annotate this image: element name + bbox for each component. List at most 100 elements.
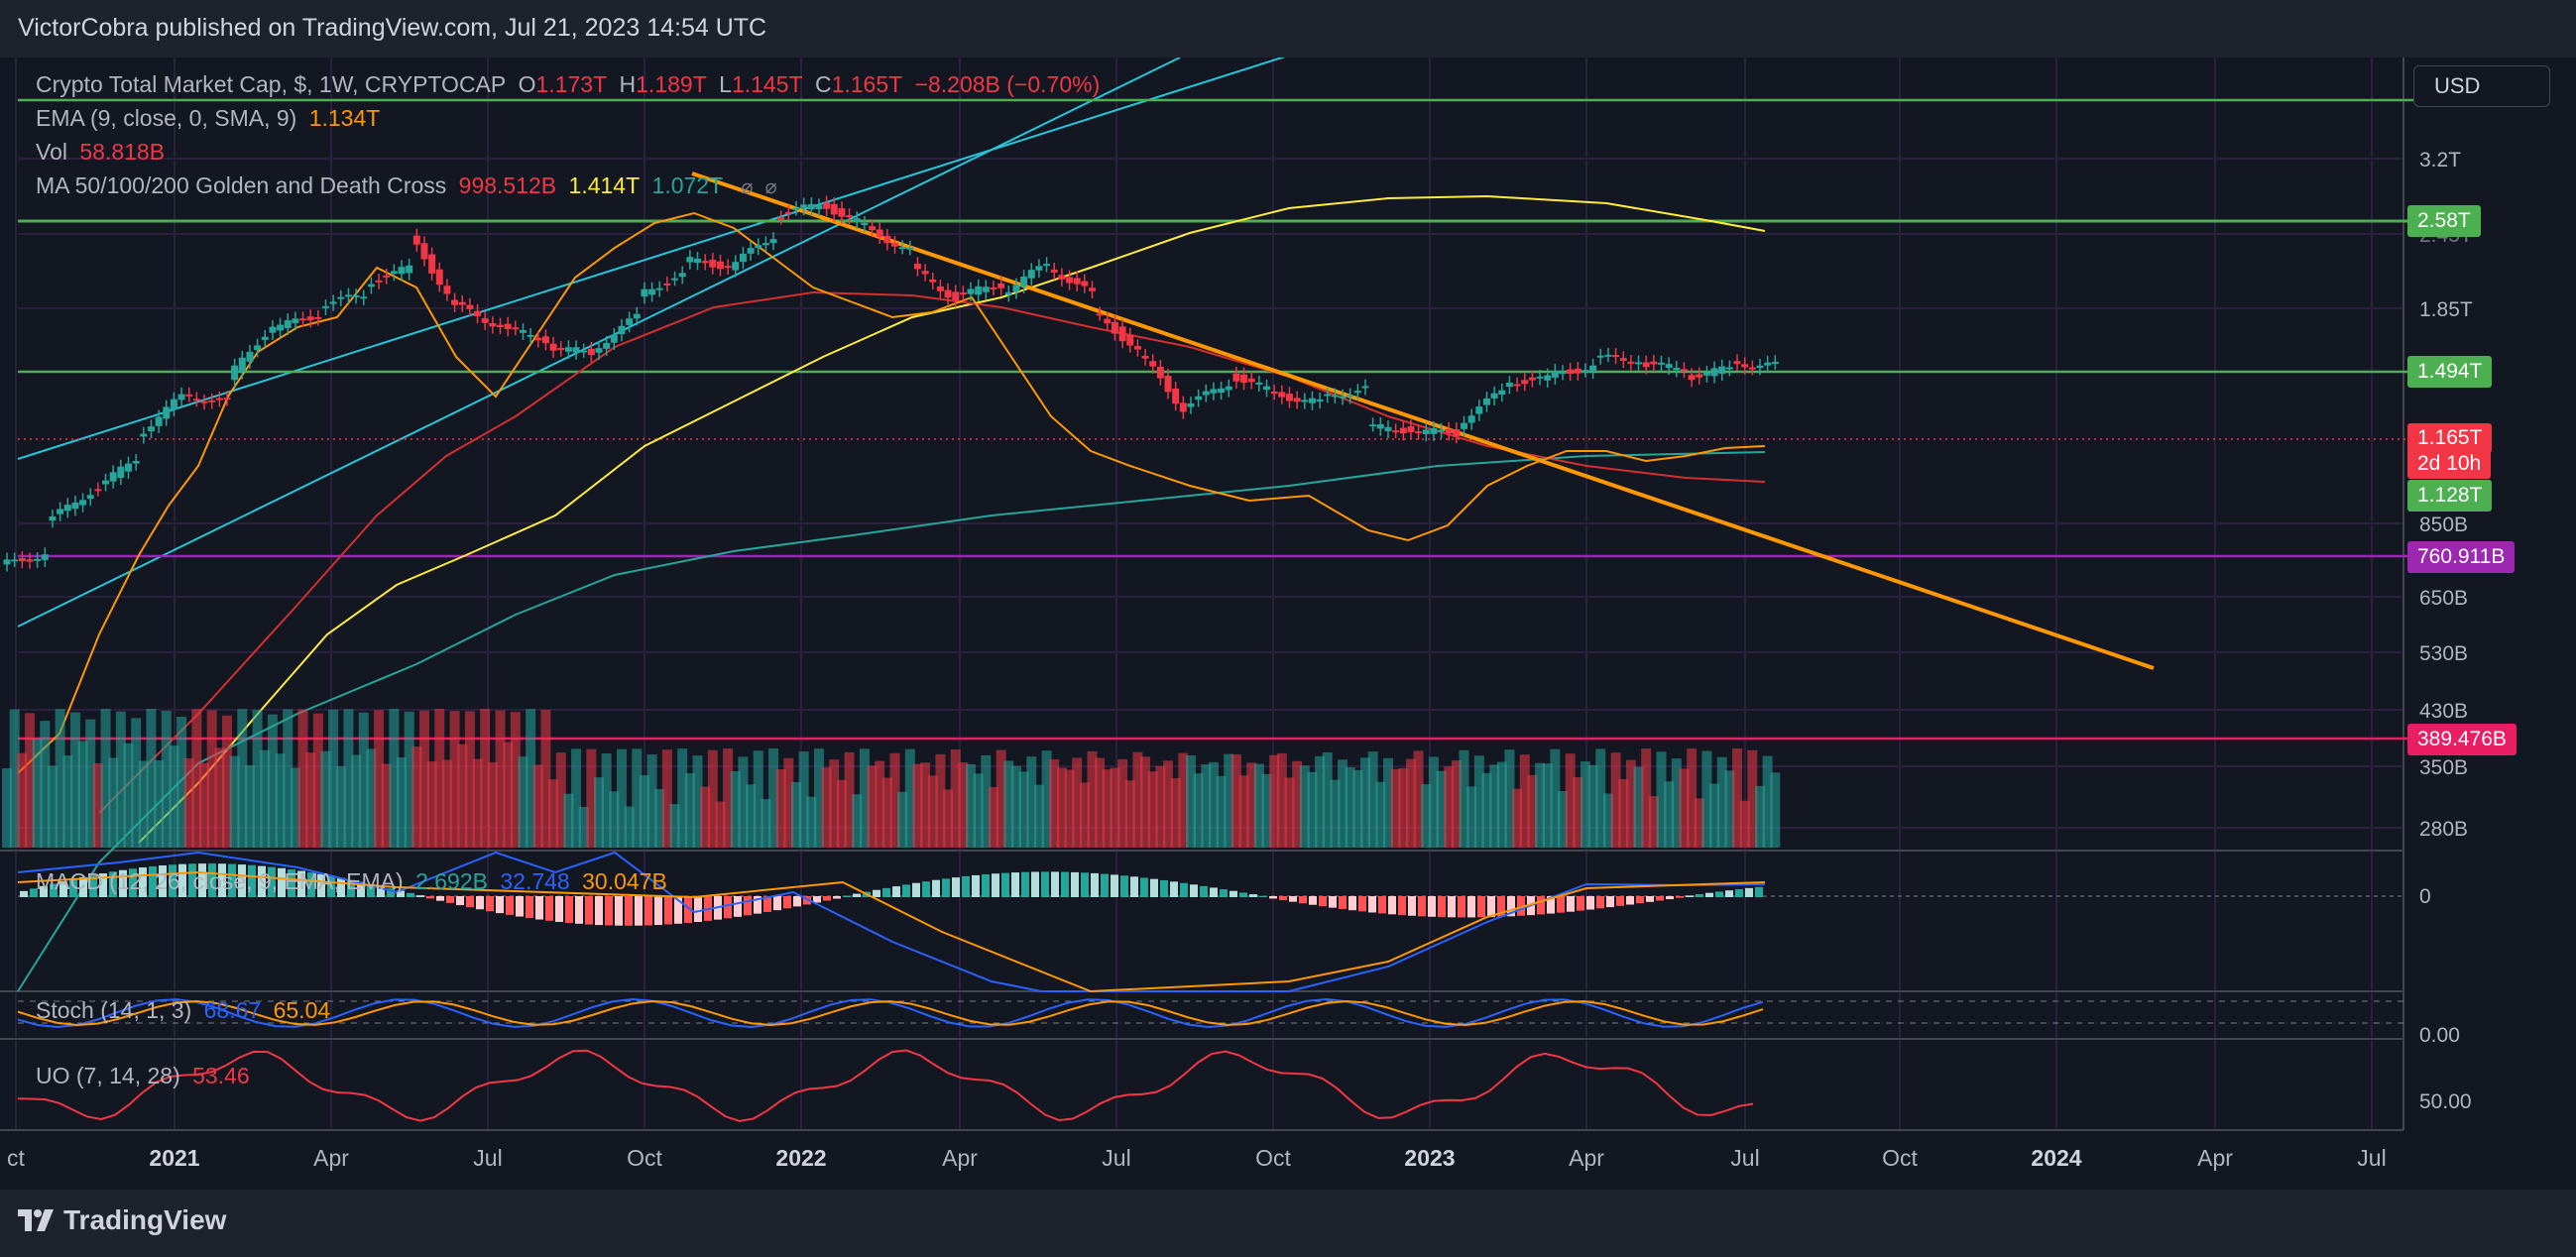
volume-bar — [1072, 757, 1083, 848]
candle — [170, 399, 177, 409]
macd-legend[interactable]: MACD (12, 26, close, 9, EMA, EMA) 2.692B… — [36, 868, 673, 895]
candle — [1589, 365, 1597, 373]
macd-histogram-bar — [1686, 895, 1694, 897]
candle — [1748, 367, 1756, 370]
candle — [177, 394, 185, 400]
open-value: 1.173T — [535, 71, 608, 97]
level-badge-2580: 2.58T — [2407, 205, 2481, 237]
candle — [215, 398, 223, 400]
volume-bar — [943, 789, 954, 848]
candle — [1482, 398, 1490, 405]
candle — [1475, 406, 1483, 414]
candle — [435, 269, 443, 286]
candle — [527, 334, 534, 337]
candle — [3, 559, 11, 565]
candle — [1551, 370, 1559, 378]
symbol-title: Crypto Total Market Cap, $, 1W, CRYPTOCA… — [36, 71, 507, 97]
ema-legend[interactable]: EMA (9, close, 0, SMA, 9) 1.134T — [36, 105, 386, 132]
volume-bar — [1284, 777, 1295, 848]
volume-bar — [1405, 758, 1416, 848]
volume-bar — [183, 758, 194, 848]
volume-bar — [115, 711, 126, 848]
footer-bar — [0, 1190, 2576, 1257]
hide-icon-2[interactable]: ⌀ — [764, 176, 777, 198]
candle — [1285, 394, 1293, 401]
currency-button[interactable]: USD — [2413, 65, 2550, 107]
candle — [800, 204, 808, 209]
volume-bar — [1018, 771, 1029, 848]
low-label: L — [719, 71, 732, 97]
candle — [1741, 364, 1749, 368]
macd-histogram-bar — [198, 863, 206, 897]
volume-bar — [639, 775, 649, 848]
macd-line — [17, 851, 1766, 992]
volume-bar — [9, 709, 20, 848]
macd-histogram-bar — [1269, 896, 1277, 899]
candle — [192, 399, 200, 401]
volume-bar — [981, 754, 992, 848]
stoch-legend[interactable]: Stoch (14, 1, 3) 68.67 65.04 — [36, 997, 336, 1024]
candle — [1202, 391, 1210, 396]
level-badge-760: 760.911B — [2407, 541, 2516, 573]
candle — [1688, 375, 1696, 381]
candle — [1004, 291, 1012, 295]
volume-bar — [715, 801, 726, 848]
candle — [898, 247, 906, 250]
candle — [1073, 278, 1081, 285]
candle — [1445, 428, 1453, 434]
volume-bar — [449, 711, 460, 848]
macd-histogram-bar — [813, 896, 821, 903]
candle — [1650, 361, 1658, 365]
candle — [952, 291, 960, 301]
volume-bar — [897, 791, 908, 848]
macd-histogram-bar — [1418, 896, 1426, 917]
candle — [1696, 374, 1703, 378]
main-legend[interactable]: Crypto Total Market Cap, $, 1W, CRYPTOCA… — [36, 71, 1106, 98]
macd-histogram-bar — [605, 896, 613, 926]
macd-histogram-bar — [1348, 896, 1356, 911]
volume-bar — [1246, 762, 1257, 848]
macd-histogram-bar — [545, 896, 553, 921]
time-tick: Jul — [1102, 1145, 1131, 1171]
macd-histogram-bar — [1011, 872, 1019, 897]
stoch-d-line — [17, 1000, 1764, 1027]
volume-bar — [92, 763, 103, 848]
volume-bar — [55, 709, 65, 848]
volume-bar — [555, 752, 566, 848]
macd-histogram-bar — [1458, 896, 1465, 918]
macd-histogram-bar — [1130, 876, 1138, 897]
candle — [807, 203, 815, 210]
volume-bar — [267, 714, 278, 848]
vol-legend[interactable]: Vol 58.818B — [36, 139, 171, 166]
chart-canvas[interactable] — [0, 57, 2576, 1190]
volume-bar — [1527, 774, 1538, 848]
macd-histogram-bar — [149, 865, 157, 897]
macd-histogram-bar — [119, 869, 127, 897]
candle — [869, 226, 877, 231]
candle — [732, 262, 740, 271]
macd-histogram-bar — [496, 896, 504, 914]
tradingview-logo[interactable]: TradingView — [18, 1204, 226, 1236]
low-value: 1.145T — [731, 71, 803, 97]
macd-histogram-bar — [1467, 896, 1475, 918]
candle — [474, 310, 482, 317]
candle — [990, 286, 997, 289]
macd-histogram-bar — [228, 863, 236, 897]
volume-bar — [1671, 758, 1682, 848]
volume-bar — [154, 760, 165, 848]
volume-bar — [1732, 748, 1743, 848]
time-tick: Jul — [1730, 1145, 1760, 1171]
candle — [292, 318, 299, 324]
ma100-line — [138, 194, 1766, 844]
volume-bar — [495, 710, 506, 848]
candle — [846, 215, 854, 218]
candle — [838, 208, 846, 217]
volume-bar — [480, 709, 491, 848]
candle — [626, 318, 634, 326]
macd-histogram-bar — [664, 896, 672, 925]
ma-legend[interactable]: MA 50/100/200 Golden and Death Cross 998… — [36, 172, 783, 199]
uo-legend[interactable]: UO (7, 14, 28) 53.46 — [36, 1063, 256, 1089]
hide-icon[interactable]: ⌀ — [741, 176, 754, 198]
macd-label: MACD (12, 26, close, 9, EMA, EMA) — [36, 868, 404, 894]
macd-histogram-bar — [932, 879, 940, 897]
